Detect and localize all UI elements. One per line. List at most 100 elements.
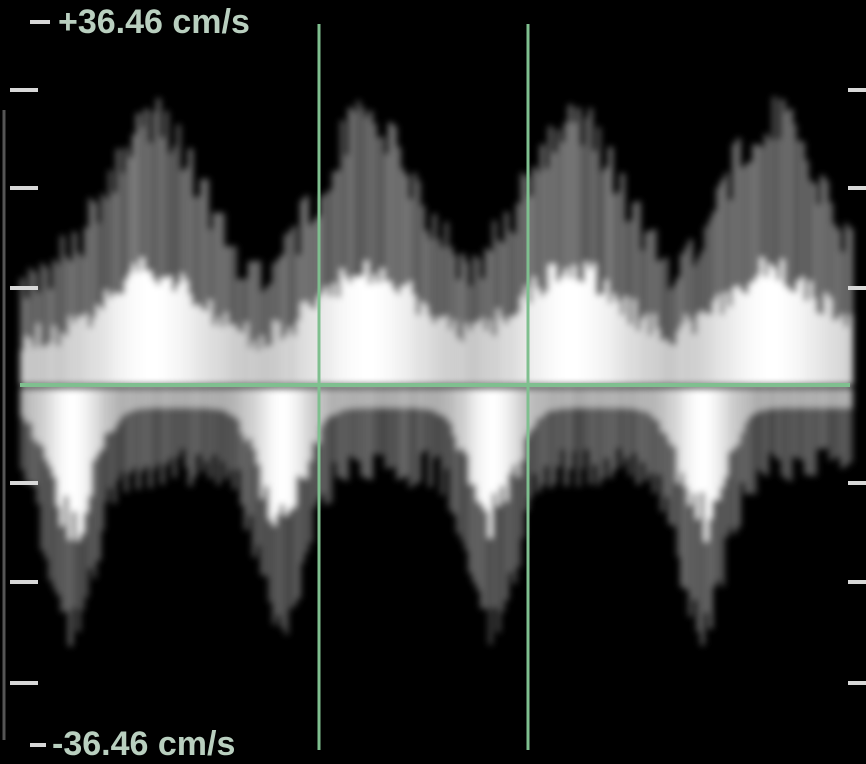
spectral-strip: [536, 288, 541, 385]
spectral-strip: [444, 388, 449, 469]
spectral-strip: [424, 388, 429, 450]
spectral-strip: [672, 388, 677, 447]
spectral-strip: [692, 388, 697, 494]
spectral-strip: [608, 147, 613, 385]
spectral-strip: [440, 317, 445, 385]
spectral-strip: [680, 388, 685, 473]
spectral-strip: [108, 388, 113, 489]
spectral-strip: [404, 285, 409, 385]
spectral-strip: [408, 388, 413, 488]
spectral-strip: [824, 180, 829, 385]
spectral-strip: [812, 298, 817, 385]
spectral-strip: [556, 129, 561, 385]
spectral-strip: [364, 116, 369, 385]
spectral-strip: [44, 388, 49, 559]
spectral-strip: [152, 279, 157, 385]
spectral-strip: [36, 388, 41, 443]
spectral-strip: [232, 388, 237, 417]
spectral-strip: [512, 233, 517, 385]
spectral-strip: [384, 388, 389, 409]
spectral-strip: [680, 253, 685, 385]
spectral-strip: [528, 388, 533, 432]
spectral-strip: [116, 388, 121, 481]
spectral-strip: [416, 314, 421, 385]
spectral-waveform: [20, 96, 853, 647]
spectral-strip: [44, 267, 49, 385]
spectral-strip: [560, 141, 565, 385]
spectral-strip: [340, 388, 345, 411]
spectral-strip: [336, 297, 341, 385]
spectral-strip: [400, 286, 405, 385]
spectral-strip: [248, 347, 253, 385]
spectral-strip: [128, 388, 133, 473]
spectral-strip: [564, 388, 569, 409]
spectral-strip: [608, 388, 613, 478]
spectral-strip: [172, 146, 177, 385]
spectral-strip: [724, 172, 729, 385]
spectral-strip: [408, 388, 413, 409]
spectral-strip: [712, 211, 717, 385]
spectral-strip: [580, 388, 585, 409]
spectral-strip: [828, 202, 833, 385]
spectral-strip: [784, 286, 789, 385]
spectral-strip: [672, 388, 677, 527]
spectral-strip: [124, 147, 129, 385]
spectral-strip: [560, 388, 565, 450]
spectral-strip: [360, 388, 365, 477]
spectral-strip: [248, 261, 253, 385]
spectral-strip: [132, 134, 137, 385]
spectral-strip: [572, 388, 577, 409]
spectral-strip: [256, 388, 261, 547]
spectral-strip: [516, 203, 521, 385]
spectral-strip: [400, 388, 405, 479]
spectral-strip: [464, 388, 469, 551]
spectral-strip: [64, 256, 69, 385]
spectral-strip: [604, 167, 609, 385]
spectral-strip: [276, 321, 281, 385]
spectral-strip: [732, 388, 737, 449]
spectral-strip: [380, 268, 385, 385]
spectral-strip: [760, 388, 765, 411]
spectral-strip: [536, 388, 541, 493]
spectral-strip: [140, 126, 145, 385]
spectral-strip: [392, 388, 397, 468]
spectral-strip: [752, 144, 757, 385]
spectral-strip: [196, 196, 201, 385]
spectral-strip: [568, 388, 573, 409]
spectral-strip: [600, 388, 605, 479]
spectral-strip: [520, 388, 525, 461]
spectral-strip: [612, 293, 617, 385]
spectral-strip: [428, 315, 433, 385]
spectral-strip: [40, 346, 45, 385]
spectral-strip: [348, 388, 353, 409]
spectral-strip: [312, 220, 317, 385]
spectral-strip: [420, 388, 425, 453]
spectral-strip: [324, 286, 329, 385]
spectral-strip: [568, 278, 573, 385]
spectral-strip: [184, 167, 189, 385]
spectral-strip: [228, 246, 233, 385]
spectral-strip: [660, 340, 665, 385]
spectral-strip: [828, 388, 833, 408]
spectral-strip: [296, 388, 301, 599]
spectral-strip: [164, 277, 169, 385]
spectral-strip: [332, 388, 337, 463]
spectral-strip: [152, 388, 157, 409]
spectral-strip: [20, 350, 25, 385]
spectral-strip: [788, 388, 793, 482]
spectral-strip: [208, 299, 213, 385]
spectral-strip: [772, 388, 777, 409]
spectral-strip: [252, 340, 257, 385]
spectral-strip: [156, 284, 161, 385]
spectral-strip: [604, 279, 609, 385]
spectral-strip: [816, 388, 821, 450]
spectral-strip: [768, 139, 773, 385]
spectral-strip: [616, 388, 621, 409]
spectral-strip: [216, 212, 221, 385]
spectral-strip: [76, 388, 81, 541]
spectral-strip: [152, 111, 157, 386]
spectral-strip: [584, 117, 589, 385]
spectral-strip: [128, 388, 133, 412]
spectral-strip: [628, 324, 633, 385]
spectral-strip: [328, 189, 333, 385]
